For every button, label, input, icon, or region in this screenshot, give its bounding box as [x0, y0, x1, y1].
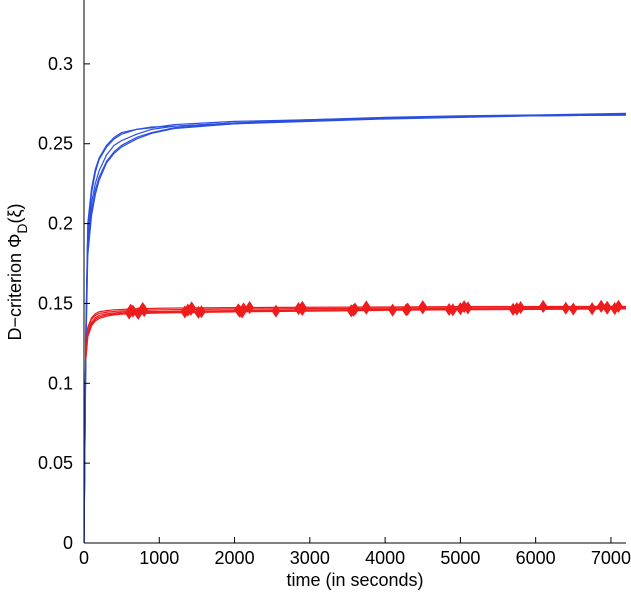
series-9-marker-2: [187, 301, 197, 315]
series-line-9: [85, 305, 626, 354]
series-line-4: [84, 114, 626, 543]
plot-area: [84, 0, 626, 543]
series-10-marker-4: [346, 304, 356, 318]
series-10-marker-5: [388, 303, 397, 317]
y-tick-label-0.25: 0.25: [38, 134, 73, 154]
y-axis-title-subscript: D: [14, 224, 30, 234]
y-axis-title-suffix: (ξ): [5, 203, 25, 223]
x-tick-label-1000: 1000: [139, 548, 179, 568]
series-10-marker-7: [508, 302, 518, 316]
series-10-marker-1: [133, 306, 143, 321]
y-tick-label-0.2: 0.2: [48, 214, 73, 234]
x-tick-label-4000: 4000: [365, 548, 405, 568]
series-10-marker-3: [237, 305, 247, 319]
x-tick-label-5000: 5000: [440, 548, 480, 568]
x-tick-label-3000: 3000: [290, 548, 330, 568]
series-8-marker-2: [180, 305, 190, 319]
series-9-marker-4: [297, 300, 307, 314]
y-tick-label-0.15: 0.15: [38, 293, 73, 313]
series-10-marker-8: [568, 302, 578, 316]
x-tick-label-2000: 2000: [215, 548, 255, 568]
x-tick-label-0: 0: [79, 548, 89, 568]
axes-layer: 0 1000 2000 3000 4000 5000 6000 7000 0 0.05 0.1 0.1…: [38, 0, 631, 568]
y-tick-label-0: 0: [63, 533, 73, 553]
series-10-marker-6: [448, 303, 458, 317]
y-axis-title: D−criterion ΦD(ξ): [5, 203, 30, 340]
x-axis-title: time (in seconds): [286, 570, 423, 590]
x-tick-label-6000: 6000: [516, 548, 556, 568]
series-10-marker-2: [194, 305, 203, 319]
y-tick-label-0.1: 0.1: [48, 373, 73, 393]
series-9-marker-3: [245, 301, 254, 315]
y-tick-label-0.3: 0.3: [48, 54, 73, 74]
series-8-marker-1: [124, 306, 134, 320]
x-tick-label-7000: 7000: [591, 548, 631, 568]
y-axis-title-main: D−criterion Φ: [5, 234, 25, 341]
y-tick-label-0.05: 0.05: [38, 453, 73, 473]
series-layer: [84, 112, 626, 543]
series-line-5: [84, 113, 626, 543]
plot-background: [84, 0, 626, 543]
